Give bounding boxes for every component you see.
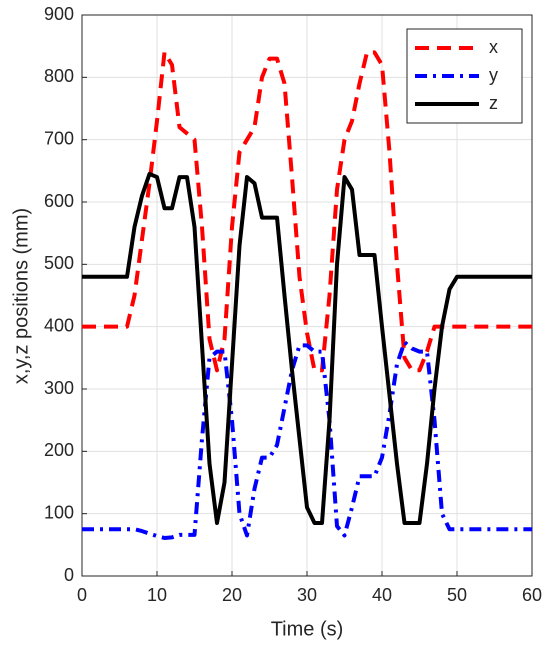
y-tick-label: 500 xyxy=(44,253,74,273)
x-tick-label: 0 xyxy=(77,585,87,605)
y-tick-label: 0 xyxy=(64,565,74,585)
legend-label: y xyxy=(489,65,498,85)
data-line xyxy=(82,50,532,373)
plot-frame xyxy=(81,14,533,577)
legend-label: z xyxy=(489,93,498,113)
data-line xyxy=(82,340,532,540)
y-tick-label: 700 xyxy=(44,128,74,148)
y-axis-label: x,y,z positions (mm) xyxy=(10,208,32,384)
y-tick-label: 600 xyxy=(44,191,74,211)
x-tick-label: 40 xyxy=(372,585,392,605)
y-tick-label: 300 xyxy=(44,378,74,398)
x-axis-label: Time (s) xyxy=(271,618,344,640)
x-tick-label: 60 xyxy=(522,585,542,605)
x-tick-label: 50 xyxy=(447,585,467,605)
legend-label: x xyxy=(489,37,498,57)
y-tick-label: 200 xyxy=(44,440,74,460)
y-tick-label: 100 xyxy=(44,502,74,522)
x-tick-label: 10 xyxy=(147,585,167,605)
y-tick-label: 800 xyxy=(44,66,74,86)
y-tick-label: 900 xyxy=(44,4,74,24)
x-tick-label: 20 xyxy=(222,585,242,605)
y-tick-label: 400 xyxy=(44,315,74,335)
data-line xyxy=(82,171,532,526)
x-tick-label: 30 xyxy=(297,585,317,605)
